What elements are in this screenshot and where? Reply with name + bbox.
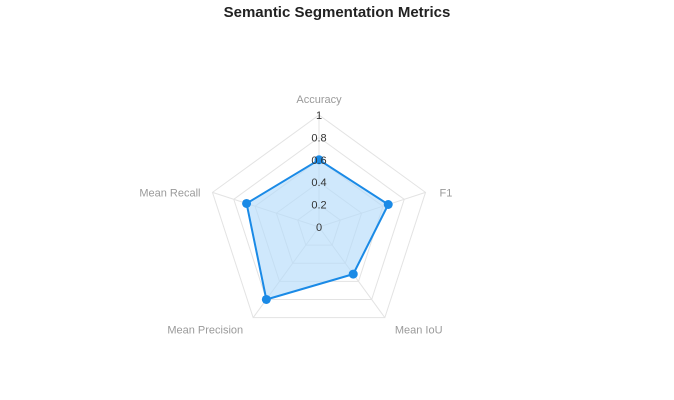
tick-label: 0: [316, 222, 322, 234]
grid-ring: [211, 114, 427, 319]
radar-axis-labels: Accuracy F1 Mean IoU Mean Precision Mean Rec…: [139, 94, 452, 337]
axis-label-mean-iou: Mean IoU: [395, 325, 443, 337]
tick-label: 0.2: [311, 200, 326, 212]
data-point-accuracy: [314, 155, 324, 165]
axis-label-mean-recall: Mean Recall: [139, 187, 200, 199]
data-point-f1: [383, 200, 393, 210]
axis-label-mean-precision: Mean Precision: [167, 325, 243, 337]
axis-label-accuracy: Accuracy: [296, 94, 342, 106]
tick-label: 0.8: [311, 132, 326, 144]
tick-label: 0.6: [311, 155, 326, 167]
tick-label: 1: [316, 110, 322, 122]
radar-points: [242, 155, 393, 304]
data-point-mean-precision: [261, 294, 271, 304]
radar-tick-labels: 0 0.2 0.4 0.6 0.8 1: [311, 110, 326, 234]
tick-label: 0.4: [311, 177, 326, 189]
radar-series-area: [245, 158, 390, 301]
data-point-mean-iou: [348, 269, 358, 279]
grid-ring: [233, 136, 405, 300]
data-point-mean-recall: [242, 198, 252, 208]
chart-title: Semantic Segmentation Metrics: [223, 4, 451, 21]
series-polygon: [245, 158, 390, 301]
axis-label-f1: F1: [440, 187, 453, 199]
